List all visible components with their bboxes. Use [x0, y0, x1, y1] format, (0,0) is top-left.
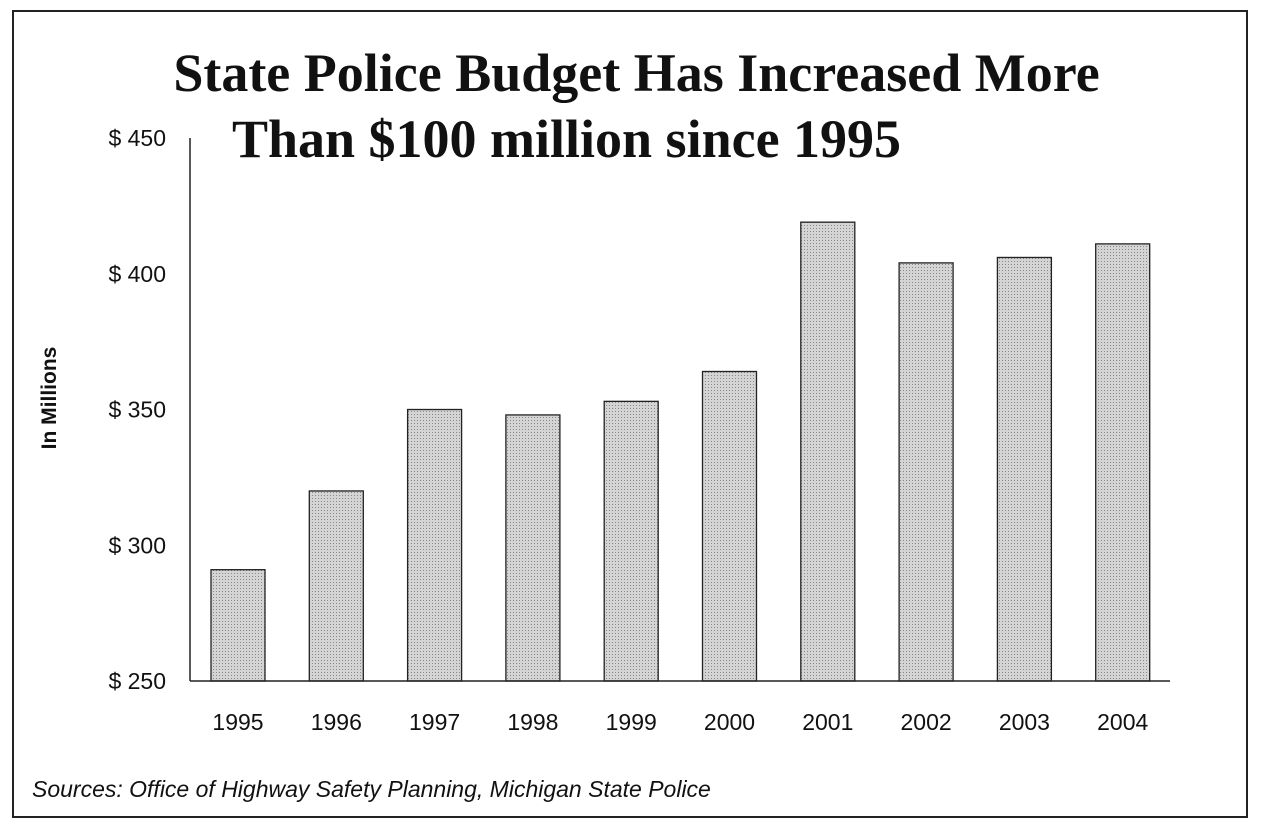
y-tick-label: $ 400 — [108, 261, 166, 287]
y-tick-label: $ 350 — [108, 397, 166, 423]
bar-2003 — [996, 256, 1053, 682]
x-tick-label: 2002 — [901, 709, 952, 735]
chart-title: State Police Budget Has Increased More T… — [0, 40, 1263, 172]
source-note: Sources: Office of Highway Safety Planni… — [32, 776, 711, 802]
bar-2004 — [1095, 243, 1151, 682]
bar-1998 — [505, 414, 561, 682]
y-axis-label: In Millions — [38, 347, 61, 450]
bar-2000 — [701, 370, 758, 682]
y-tick-label: $ 450 — [108, 125, 166, 151]
x-tick-label: 2003 — [999, 709, 1050, 735]
x-tick-label: 1995 — [212, 709, 263, 735]
chart-title-line-2: Than $100 million since 1995 — [231, 109, 902, 169]
bar-1999 — [603, 400, 659, 682]
chart-title-line-1: State Police Budget Has Increased More — [173, 43, 1100, 103]
x-tick-label: 2001 — [802, 709, 853, 735]
x-tick-label: 1996 — [311, 709, 362, 735]
x-tick-label: 1999 — [606, 709, 657, 735]
y-tick-label: $ 250 — [108, 668, 166, 694]
bar-1996 — [308, 490, 364, 682]
x-tick-label: 2004 — [1097, 709, 1148, 735]
bar-1995 — [210, 569, 266, 682]
y-tick-label: $ 300 — [108, 532, 166, 558]
chart-frame — [12, 10, 1248, 818]
x-tick-label: 2000 — [704, 709, 755, 735]
x-tick-label: 1997 — [409, 709, 460, 735]
bar-1997 — [406, 408, 463, 682]
x-tick-label: 1998 — [507, 709, 558, 735]
bar-2001 — [800, 221, 856, 682]
bar-2002 — [898, 262, 954, 682]
